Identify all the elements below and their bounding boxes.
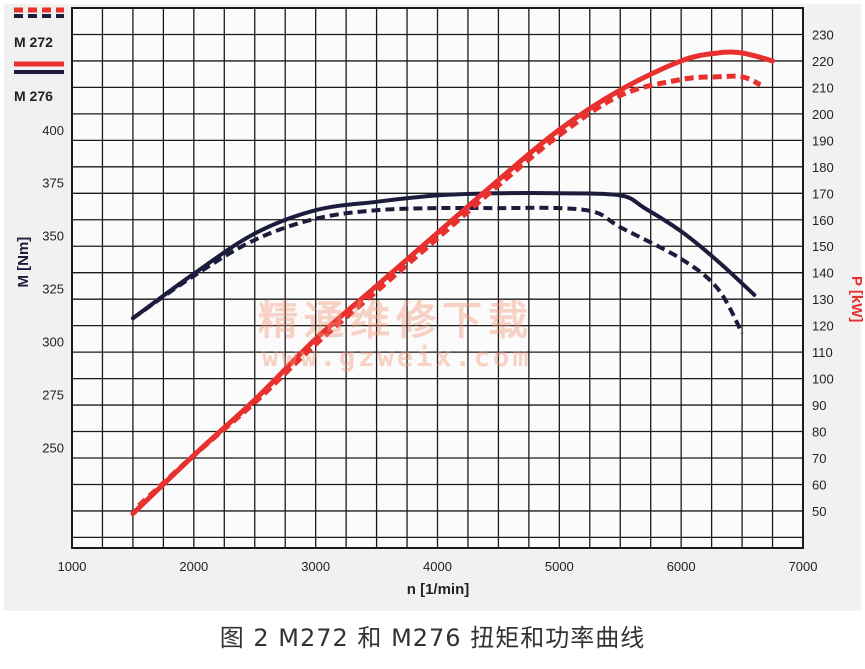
plot-frame [71,7,804,549]
x-tick-label: 1000 [58,559,87,574]
x-tick-label: 2000 [179,559,208,574]
x-axis-title: n [1/min] [407,581,470,598]
power-tick-label: 160 [812,213,834,228]
power-tick-label: 180 [812,160,834,175]
power-tick-label: 200 [812,107,834,122]
x-tick-label: 4000 [423,559,452,574]
torque-tick-label: 250 [42,440,64,455]
power-tick-label: 60 [812,477,826,492]
torque-tick-label: 400 [42,123,64,138]
power-tick-label: 220 [812,54,834,69]
x-tick-label: 6000 [667,559,696,574]
power-tick-label: 90 [812,398,826,413]
series-lines [130,49,775,517]
power-tick-label: 190 [812,133,834,148]
legend-m-276-label: M 276 [14,88,53,104]
power-tick-label: 130 [812,292,834,307]
x-tick-label: 5000 [545,559,574,574]
torque-axis-title: M [Nm] [15,237,32,288]
power-tick-label: 70 [812,451,826,466]
legend: M 272 M 276 [14,7,64,104]
x-tick-label: 7000 [789,559,818,574]
axis-labels: 1000 2000 3000 4000 5000 6000 7000 50 60 70 80 90 10… [15,27,865,598]
power-tick-label: 210 [812,80,834,95]
m-276-torque-line [130,191,757,321]
power-tick-label: 150 [812,239,834,254]
torque-tick-label: 375 [42,176,64,191]
x-tick-label: 3000 [301,559,330,574]
legend-m-272-label: M 272 [14,34,53,50]
m-276-power-line [130,49,775,517]
power-axis-title: P [kW] [848,276,865,322]
power-tick-label: 140 [812,266,834,281]
power-tick-label: 230 [812,27,834,42]
figure-caption: 图 2 M272 和 M276 扭矩和功率曲线 [219,624,646,652]
power-tick-label: 110 [812,345,833,360]
torque-tick-label: 325 [42,282,64,297]
power-tick-label: 50 [812,504,826,519]
torque-tick-label: 350 [42,229,64,244]
power-tick-label: 170 [812,186,834,201]
m-272-torque-line [131,205,744,335]
torque-tick-label: 300 [42,335,64,350]
power-tick-label: 120 [812,319,834,334]
power-tick-label: 100 [812,372,834,387]
torque-tick-label: 275 [42,387,64,402]
power-tick-label: 80 [812,425,826,440]
